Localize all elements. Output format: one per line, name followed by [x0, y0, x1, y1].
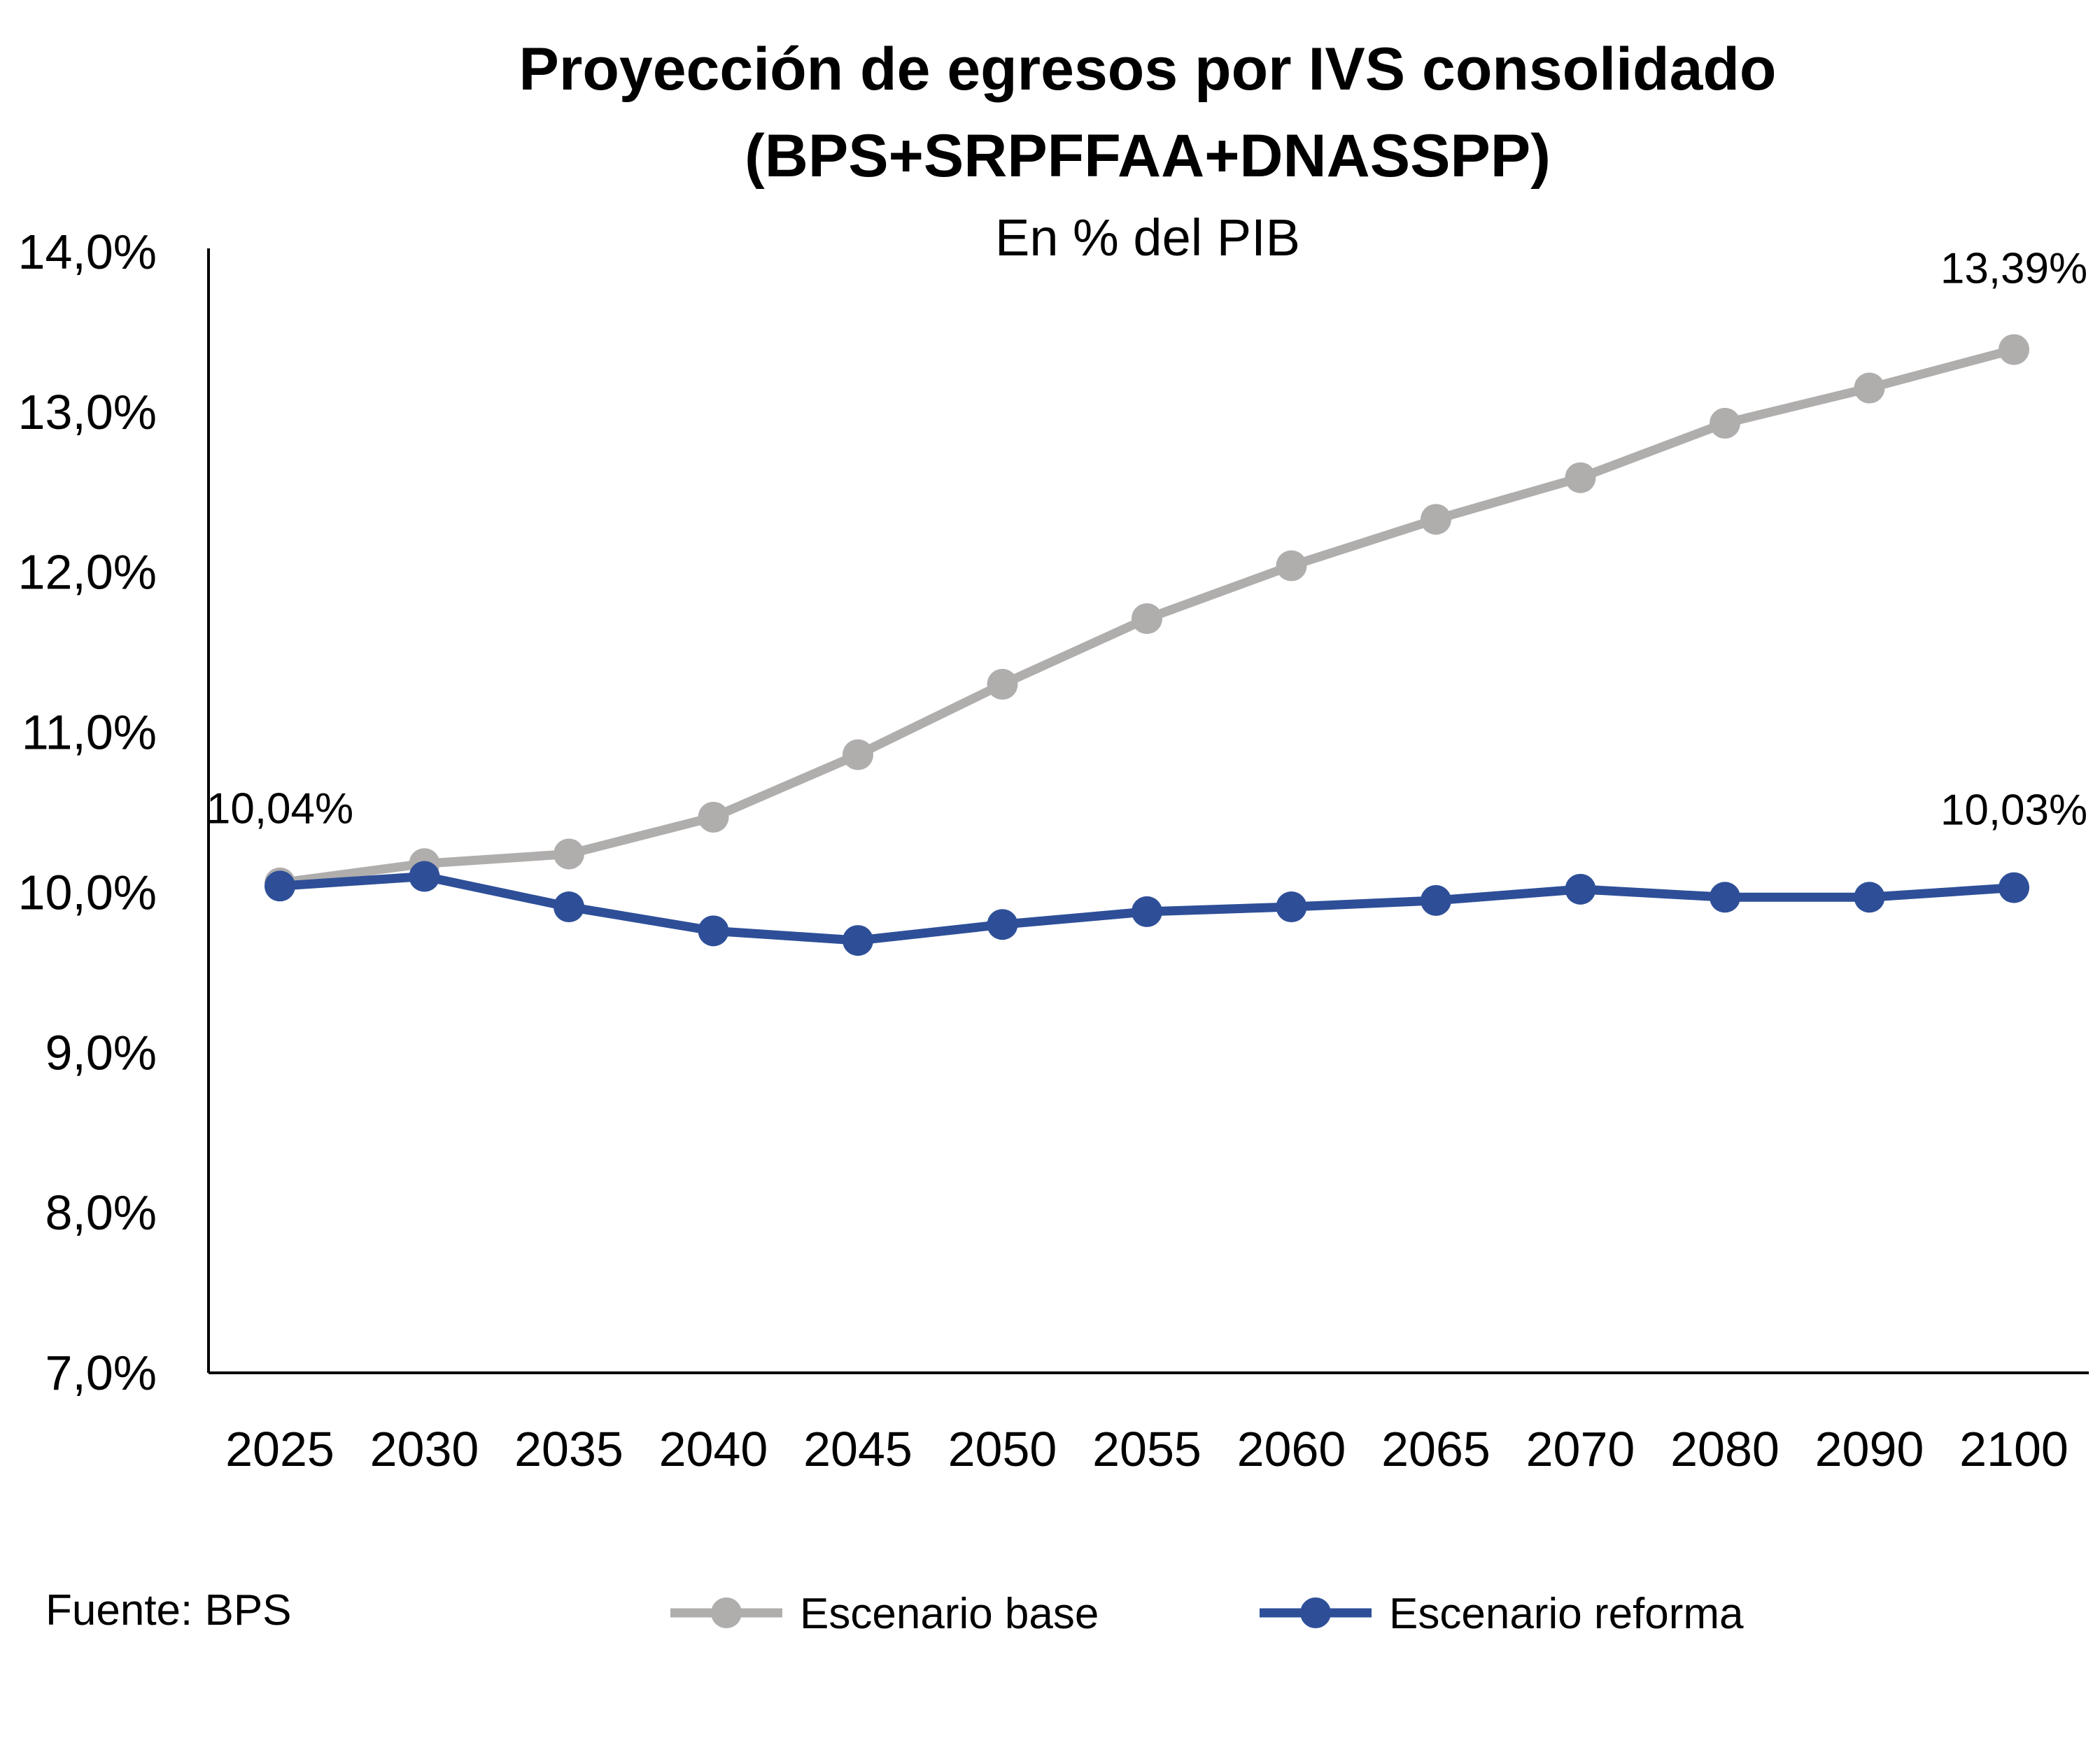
y-tick-label: 8,0%: [45, 1185, 157, 1240]
x-tick-label: 2080: [1670, 1422, 1780, 1476]
x-tick-label: 2070: [1526, 1422, 1635, 1476]
x-tick-label: 2060: [1237, 1422, 1346, 1476]
x-tick-label: 2050: [948, 1422, 1057, 1476]
y-tick-label: 13,0%: [18, 385, 157, 439]
chart-title-line2: (BPS+SRPFFAA+DNASSPP): [745, 122, 1551, 190]
data-point-escenario-base: [843, 739, 873, 770]
legend-marker-reforma: [1300, 1597, 1331, 1628]
data-point-escenario-reforma: [698, 915, 729, 947]
x-axis-tick-labels: 2025 2030 2035 2040 2045 2050 2055 2060 2065 2070…: [225, 1422, 2069, 1476]
data-point-escenario-reforma: [1999, 872, 2029, 903]
x-tick-label: 2055: [1092, 1422, 1201, 1476]
data-point-escenario-reforma: [987, 909, 1018, 940]
y-tick-label: 11,0%: [22, 705, 157, 760]
data-point-escenario-reforma: [1854, 882, 1885, 913]
data-point-escenario-base: [1854, 372, 1885, 404]
y-tick-label: 14,0%: [18, 225, 157, 279]
data-point-escenario-base: [1276, 550, 1307, 581]
data-point-escenario-reforma: [1276, 891, 1307, 923]
x-tick-label: 2090: [1815, 1422, 1924, 1476]
data-point-escenario-base: [1710, 407, 1740, 439]
legend-item-base: Escenario base: [670, 1590, 1099, 1638]
x-tick-label: 2045: [803, 1422, 912, 1476]
x-tick-label: 2030: [370, 1422, 479, 1476]
x-tick-label: 2065: [1381, 1422, 1491, 1476]
data-point-escenario-reforma: [1421, 884, 1451, 916]
x-tick-label: 2040: [659, 1422, 768, 1476]
data-point-escenario-base: [1565, 462, 1596, 493]
data-point-escenario-reforma: [843, 925, 873, 957]
y-tick-label: 9,0%: [45, 1025, 157, 1080]
data-point-escenario-reforma: [409, 861, 440, 892]
legend-label-reforma: Escenario reforma: [1389, 1590, 1744, 1638]
data-label-escenario-reforma: 10,04%: [206, 784, 353, 833]
data-label-escenario-base: 13,39%: [1940, 245, 2087, 293]
y-tick-label: 12,0%: [18, 545, 157, 600]
data-point-escenario-reforma: [554, 891, 584, 923]
legend: Escenario base Escenario reforma: [670, 1590, 1744, 1638]
data-point-escenario-base: [1132, 603, 1162, 635]
x-tick-label: 2025: [225, 1422, 334, 1476]
data-point-escenario-base: [987, 668, 1018, 700]
x-tick-label: 2035: [514, 1422, 623, 1476]
chart-subtitle: En % del PIB: [995, 209, 1300, 267]
data-point-escenario-base: [698, 801, 729, 833]
data-point-escenario-reforma: [1132, 896, 1162, 927]
data-label-escenario-reforma: 10,03%: [1940, 786, 2087, 835]
y-tick-label: 7,0%: [45, 1346, 157, 1400]
data-point-escenario-base: [554, 838, 584, 870]
legend-label-base: Escenario base: [800, 1590, 1099, 1638]
data-label-layer: 13,39% 10,04% 10,03%: [206, 245, 2087, 835]
y-axis-tick-labels: 7,0% 8,0% 9,0% 10,0% 11,0% 12,0% 13,0% 14,0%: [18, 225, 157, 1400]
legend-marker-base: [711, 1597, 742, 1628]
x-tick-label: 2100: [1959, 1422, 2069, 1476]
data-point-escenario-reforma: [265, 870, 295, 902]
source-note: Fuente: BPS: [45, 1586, 292, 1635]
data-point-escenario-base: [1421, 504, 1451, 535]
data-point-escenario-base: [1999, 334, 2029, 365]
series-layer: [265, 334, 2029, 957]
y-tick-label: 10,0%: [18, 865, 157, 919]
chart-title: Proyección de egresos por IVS consolidad…: [519, 36, 1777, 103]
data-point-escenario-reforma: [1565, 873, 1596, 905]
data-point-escenario-reforma: [1710, 882, 1740, 913]
legend-item-reforma: Escenario reforma: [1260, 1590, 1744, 1638]
